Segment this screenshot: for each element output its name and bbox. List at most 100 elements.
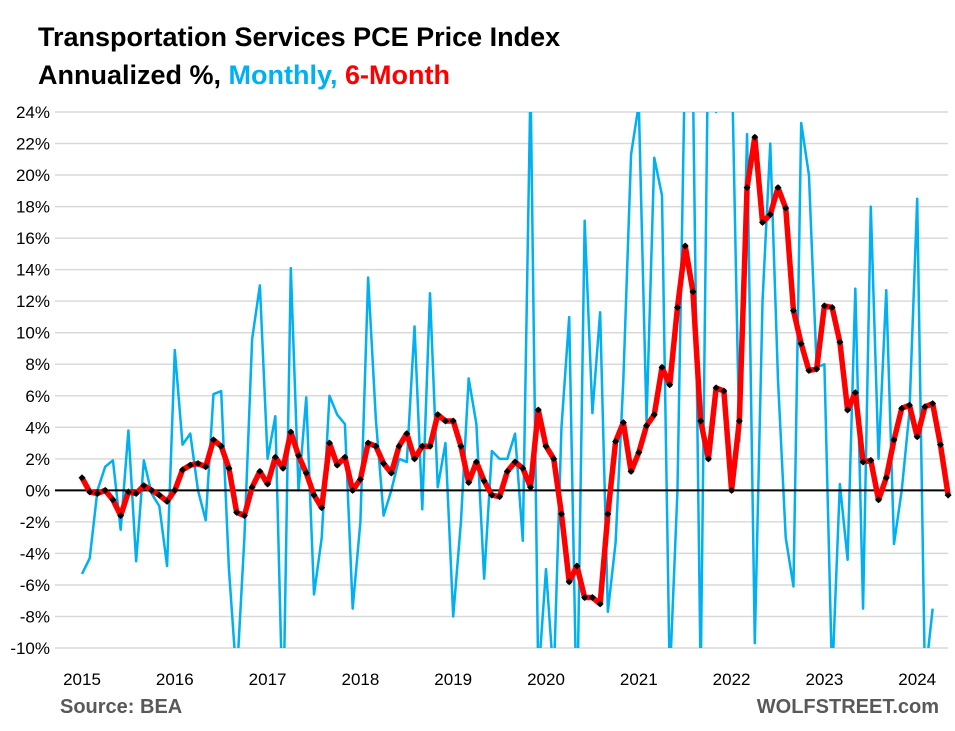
data-point-6-month: [581, 594, 589, 602]
subtitle-prefix: Annualized %,: [38, 60, 222, 90]
data-point-6-month: [588, 594, 596, 602]
series-group: [55, 112, 952, 648]
data-point-6-month: [426, 442, 434, 450]
y-tick-label: 14%: [16, 261, 50, 280]
data-point-6-month: [550, 455, 558, 463]
data-point-6-month: [913, 433, 921, 441]
data-point-6-month: [395, 442, 403, 450]
data-point-6-month: [271, 453, 279, 461]
data-point-6-month: [387, 469, 395, 477]
data-point-6-month: [78, 474, 86, 482]
source-label: Source: BEA: [60, 696, 183, 718]
data-point-6-month: [882, 474, 890, 482]
y-tick-label: 6%: [25, 387, 50, 406]
data-point-6-month: [565, 578, 573, 586]
data-point-6-month: [132, 490, 140, 498]
data-point-6-month: [202, 463, 210, 471]
data-point-6-month: [325, 439, 333, 447]
data-point-6-month: [155, 491, 163, 499]
y-tick-label: -2%: [20, 513, 50, 532]
data-point-6-month: [279, 464, 287, 472]
data-point-6-month: [256, 467, 264, 475]
data-point-6-month: [295, 452, 303, 460]
data-point-6-month: [503, 467, 511, 475]
data-point-6-month: [704, 455, 712, 463]
data-point-6-month: [743, 184, 751, 192]
data-point-6-month: [527, 483, 535, 491]
data-point-6-month: [905, 401, 913, 409]
y-tick-label: 20%: [16, 166, 50, 185]
data-point-6-month: [441, 417, 449, 425]
data-point-6-month: [124, 488, 132, 496]
data-point-6-month: [449, 417, 457, 425]
legend-monthly: Monthly,: [228, 60, 338, 90]
y-tick-label: 0%: [25, 481, 50, 500]
data-point-6-month: [86, 488, 94, 496]
chart-subtitle: Annualized %, Monthly, 6-Month: [38, 60, 450, 91]
data-point-6-month: [186, 461, 194, 469]
data-point-6-month: [225, 464, 233, 472]
data-point-6-month: [658, 363, 666, 371]
data-point-6-month: [411, 455, 419, 463]
data-point-6-month: [534, 406, 542, 414]
data-point-6-month: [511, 458, 519, 466]
data-point-6-month: [372, 442, 380, 450]
x-tick-label: 2019: [434, 670, 472, 689]
y-tick-label: 2%: [25, 450, 50, 469]
data-point-6-month: [859, 458, 867, 466]
data-point-6-month: [542, 442, 550, 450]
data-point-6-month: [171, 486, 179, 494]
y-tick-label: 8%: [25, 355, 50, 374]
data-point-6-month: [643, 422, 651, 430]
data-point-6-month: [612, 437, 620, 445]
y-tick-label: -4%: [20, 544, 50, 563]
data-point-6-month: [472, 458, 480, 466]
data-point-6-month: [789, 307, 797, 315]
data-point-6-month: [635, 449, 643, 457]
x-axis-ticks: 2015 2016 2017 2018 2019 2020 2021 2022 2023 2024: [63, 670, 936, 689]
data-point-6-month: [302, 469, 310, 477]
data-point-6-month: [875, 496, 883, 504]
data-point-6-month: [318, 504, 326, 512]
y-tick-label: -6%: [20, 576, 50, 595]
y-axis-ticks: -10% -8% -6% -4% -2% 0% 2% 4% 6% 8% 10% 12% 14% 16% 18…: [10, 103, 50, 658]
data-point-6-month: [619, 419, 627, 427]
data-point-6-month: [627, 467, 635, 475]
data-point-6-month: [720, 387, 728, 395]
watermark-label: WOLFSTREET.com: [756, 696, 939, 718]
data-point-6-month: [820, 302, 828, 310]
data-point-6-month: [434, 411, 442, 419]
x-tick-label: 2022: [713, 670, 751, 689]
data-point-6-month: [380, 460, 388, 468]
data-point-6-month: [828, 303, 836, 311]
x-tick-label: 2015: [63, 670, 101, 689]
data-point-6-month: [194, 460, 202, 468]
data-point-6-month: [457, 442, 465, 450]
data-point-6-month: [751, 133, 759, 141]
data-point-6-month: [929, 400, 937, 408]
y-tick-label: 18%: [16, 198, 50, 217]
data-point-6-month: [364, 439, 372, 447]
data-point-6-month: [488, 491, 496, 499]
data-point-6-month: [287, 428, 295, 436]
data-point-6-month: [101, 486, 109, 494]
x-tick-label: 2016: [156, 670, 194, 689]
data-point-6-month: [797, 340, 805, 348]
data-point-6-month: [240, 512, 248, 520]
y-tick-label: 12%: [16, 292, 50, 311]
data-point-6-month: [109, 496, 117, 504]
data-point-6-month: [836, 338, 844, 346]
data-point-6-month: [813, 365, 821, 373]
data-point-6-month: [728, 486, 736, 494]
y-tick-label: -8%: [20, 607, 50, 626]
y-tick-label: 10%: [16, 324, 50, 343]
data-point-6-month: [712, 384, 720, 392]
x-tick-label: 2020: [527, 670, 565, 689]
y-tick-label: 22%: [16, 135, 50, 154]
y-tick-label: -10%: [10, 639, 50, 658]
data-point-6-month: [604, 510, 612, 518]
data-point-6-month: [759, 218, 767, 226]
data-point-6-month: [264, 480, 272, 488]
data-point-6-month: [248, 483, 256, 491]
